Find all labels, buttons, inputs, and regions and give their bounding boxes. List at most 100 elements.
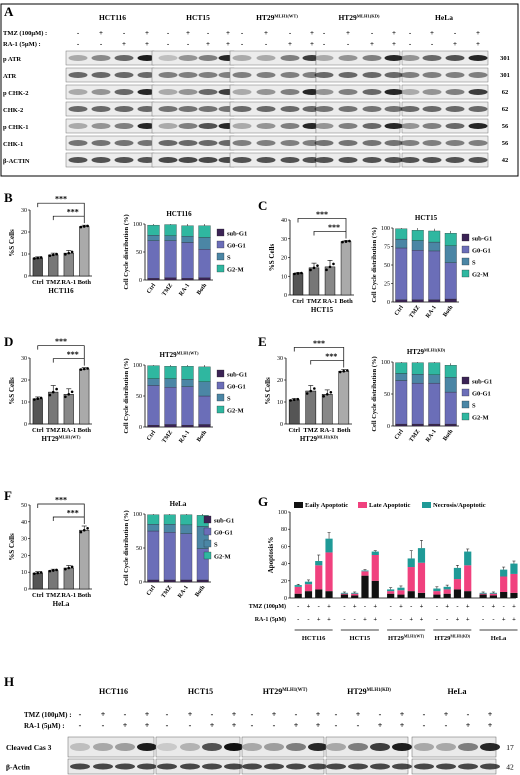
blot-h-band [157, 763, 177, 770]
s-point [79, 225, 83, 229]
cc-tick-label: 100 [381, 226, 390, 232]
cc-legend-swatch [461, 400, 470, 409]
g-legend-label: Necrosis/Apoptotic [433, 502, 486, 509]
blot-a-kda-label: 62 [502, 89, 509, 96]
blot-a-band [468, 157, 488, 163]
cc-bar-segment [411, 240, 424, 251]
cc-legend-swatch [461, 412, 470, 421]
blot-a-treatment-sign: + [288, 40, 292, 48]
blot-a-membrane [401, 118, 489, 134]
blot-a-band [91, 106, 111, 112]
s-point [82, 528, 86, 532]
s-point [70, 250, 74, 254]
cc-title: HCT15 [415, 214, 438, 222]
cc-bar-segment [428, 362, 441, 375]
blot-a-band [468, 123, 488, 129]
blot-h-treatment-sign: + [356, 710, 361, 719]
cc-legend-label: sub-G1 [472, 379, 492, 386]
blot-a-band [114, 123, 134, 129]
g-bar-segment [500, 569, 508, 577]
blot-a-band [314, 72, 334, 78]
cc-tick-label: 100 [133, 222, 142, 228]
blot-h-band [414, 763, 434, 770]
g-bar-segment [304, 584, 313, 592]
g-legend-label: Eaily Apoptotic [305, 502, 348, 509]
g-treatment-sign: - [482, 616, 484, 623]
blot-a-band [91, 157, 111, 163]
blot-h-treatment-sign: + [145, 721, 150, 730]
g-treatment-sign: - [482, 603, 484, 610]
cc-bar-segment [411, 374, 424, 384]
blot-a-treatment-sign: + [476, 40, 480, 48]
cc-bar-segment [164, 277, 177, 281]
blot-a-band [232, 140, 252, 146]
blot-a-treatment-sign: - [347, 40, 350, 48]
cc-legend-swatch [216, 252, 225, 261]
blot-a-band [314, 157, 334, 163]
s-point [67, 566, 71, 570]
s-sig-label: *** [55, 337, 67, 346]
blot-a-treatment-sign: - [241, 29, 244, 37]
s-tick-label: 30 [21, 537, 27, 543]
cc-bar-segment [444, 233, 457, 246]
blot-a-treatment-sign: + [430, 29, 434, 37]
blot-a-band [362, 72, 382, 78]
blot-h-protein-label: β-Actin [6, 763, 31, 772]
s-bar [308, 267, 320, 296]
blot-h-treatment-sign: + [378, 721, 383, 730]
blot-a-band [158, 123, 178, 129]
g-treatment-sign: - [297, 616, 299, 623]
cc-xtick-label: RA-1 [177, 585, 190, 600]
blot-a-band [314, 55, 334, 61]
cc-bar-segment [180, 579, 193, 583]
g-treatment-sign: - [354, 616, 356, 623]
s-point [39, 396, 43, 400]
blot-a-treatment-sign: + [122, 40, 126, 48]
g-group-label: HCT15 [350, 635, 371, 642]
blot-a-treatment-sign: - [77, 40, 80, 48]
blot-h-treatment-sign: - [467, 710, 470, 719]
cc-bar-segment [428, 423, 441, 427]
cc-legend-swatch [203, 515, 212, 524]
blot-a-band [445, 106, 465, 112]
cc-xtick-label: Ctrl [394, 304, 405, 316]
blot-a-band [400, 106, 420, 112]
g-tick-label: 60 [281, 544, 287, 550]
blot-a-band [232, 123, 252, 129]
blot-a-treatment-sign: - [77, 29, 80, 37]
blot-a-band [314, 123, 334, 129]
s-sig-label: *** [325, 352, 337, 361]
cc-legend-swatch [461, 388, 470, 397]
g-bar-segment [500, 591, 508, 598]
s-point [325, 268, 328, 272]
g-bar-segment [407, 558, 415, 568]
blot-h-treatment-sign: + [210, 721, 215, 730]
blot-a-band [158, 72, 178, 78]
s-ylabel: %S Cells [264, 377, 272, 405]
s-point [300, 271, 303, 275]
blot-h-band [137, 763, 157, 770]
s-xtick-label: Both [339, 298, 353, 305]
blot-a-band [256, 157, 276, 163]
blot-a-treatment-sign: - [167, 40, 170, 48]
s-sig-bracket [37, 202, 85, 224]
blot-a-treatment-sign: + [370, 40, 374, 48]
s-tick-label: 30 [281, 237, 287, 243]
s-point [348, 239, 351, 243]
g-treatment-sign: + [502, 616, 506, 623]
blot-a-band [158, 140, 178, 146]
g-treatment-sign: + [307, 603, 311, 610]
blot-h-treatment-sign: + [188, 710, 193, 719]
g-bar-segment [489, 593, 497, 596]
blot-a-band [362, 89, 382, 95]
blot-a-band [362, 157, 382, 163]
s-point [33, 572, 36, 575]
cc-bar-segment [411, 382, 424, 425]
g-tick-label: 100 [278, 510, 287, 516]
blot-a-band [445, 89, 465, 95]
s-point [86, 526, 89, 530]
cc-bar-segment [164, 424, 177, 428]
cc-legend-swatch [216, 240, 225, 249]
blot-a-band [232, 55, 252, 61]
s-tick-label: 30 [21, 356, 27, 362]
